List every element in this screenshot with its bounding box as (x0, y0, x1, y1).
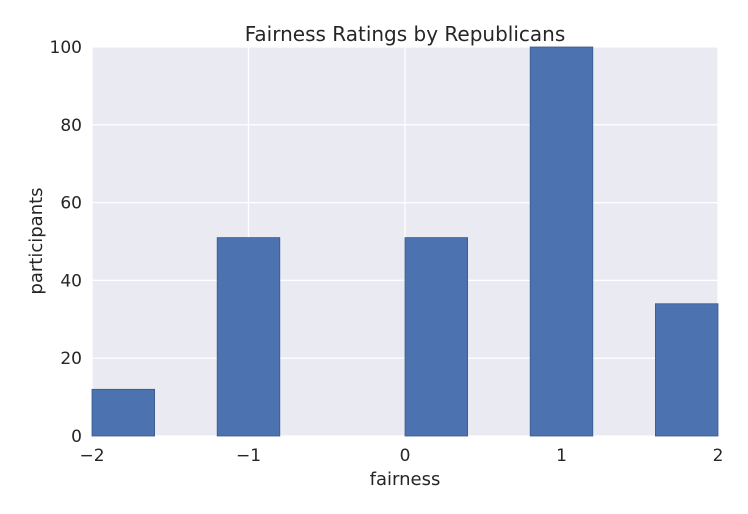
y-tick-label-2: 40 (60, 271, 82, 291)
x-tick-label-2: 0 (400, 446, 411, 466)
bar-2 (404, 237, 468, 437)
x-tick-label-4: 2 (713, 446, 724, 466)
x-tick-label-3: 1 (556, 446, 567, 466)
y-tick-labels: 0 20 40 60 80 100 (50, 38, 82, 447)
x-axis-label: fairness (370, 469, 441, 490)
x-tick-labels: −2 −1 0 1 2 (79, 446, 723, 466)
bar-0 (91, 388, 155, 437)
bar-1 (216, 237, 281, 437)
x-tick-label-0: −2 (79, 446, 104, 466)
y-tick-label-5: 100 (50, 38, 82, 58)
y-tick-label-1: 20 (60, 349, 82, 369)
y-tick-label-0: 0 (71, 427, 82, 447)
bar-4 (655, 303, 719, 437)
y-axis-label: participants (26, 187, 47, 294)
bars (91, 46, 719, 437)
chart-title: Fairness Ratings by Republicans (245, 22, 566, 46)
y-tick-label-4: 80 (60, 116, 82, 136)
y-tick-label-3: 60 (60, 194, 82, 214)
bar-3 (529, 46, 594, 437)
x-tick-label-1: −1 (236, 446, 261, 466)
